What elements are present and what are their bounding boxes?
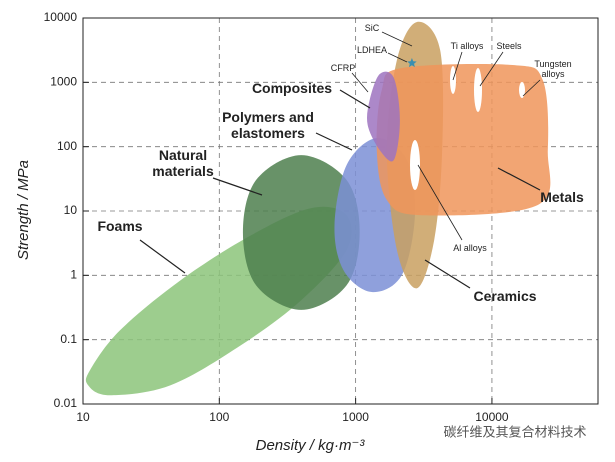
x-axis-title: Density / kg·m⁻³ <box>256 437 366 454</box>
leader-line <box>522 79 541 97</box>
region-label: Ceramics <box>473 288 537 304</box>
leader-line <box>315 132 353 151</box>
leader-line <box>381 31 413 47</box>
region-label: Polymers and elastomers <box>222 109 314 141</box>
leader-line <box>339 89 371 109</box>
alloy-slot <box>410 140 420 190</box>
alloy-slot <box>474 68 482 112</box>
annotation: Ti alloys <box>450 41 484 51</box>
x-tick-label: 10000 <box>475 410 509 424</box>
leader-line <box>139 239 186 274</box>
x-tick-label: 100 <box>209 410 229 424</box>
leader-line <box>417 164 463 241</box>
y-tick-label: 0.1 <box>60 332 77 346</box>
region-label: Metals <box>540 189 584 205</box>
leader-line <box>351 72 369 93</box>
y-tick-label: 1 <box>70 268 77 282</box>
y-tick-label: 0.01 <box>54 396 78 410</box>
region-label: Foams <box>97 218 143 234</box>
leader-line <box>212 177 263 196</box>
leader-line <box>452 51 463 81</box>
x-tick-label: 1000 <box>342 410 369 424</box>
region <box>376 63 551 216</box>
x-tick-label: 10 <box>76 410 90 424</box>
y-tick-label: 1000 <box>50 75 77 89</box>
y-tick-label: 100 <box>57 139 77 153</box>
watermark: 碳纤维及其复合材料技术 <box>443 424 586 439</box>
region <box>366 71 400 162</box>
leader-line <box>424 259 471 289</box>
annotation: LDHEA <box>356 45 387 55</box>
y-axis-title: Strength / MPa <box>15 160 32 260</box>
annotation: Steels <box>496 41 522 51</box>
annotation: SiC <box>364 23 380 33</box>
region-label: Composites <box>251 80 333 96</box>
y-tick-label: 10000 <box>44 10 78 24</box>
annotation: CFRP <box>330 63 356 73</box>
star-marker <box>407 58 417 68</box>
y-tick-label: 10 <box>64 203 78 217</box>
leader-line <box>387 52 408 63</box>
alloy-slot <box>519 82 525 98</box>
region-label: Natural materials <box>152 147 214 179</box>
leader-line <box>497 167 541 191</box>
leader-line <box>479 51 504 87</box>
annotation: Tungsten alloys <box>534 59 572 79</box>
region <box>242 155 360 310</box>
annotation: Al alloys <box>453 243 487 253</box>
